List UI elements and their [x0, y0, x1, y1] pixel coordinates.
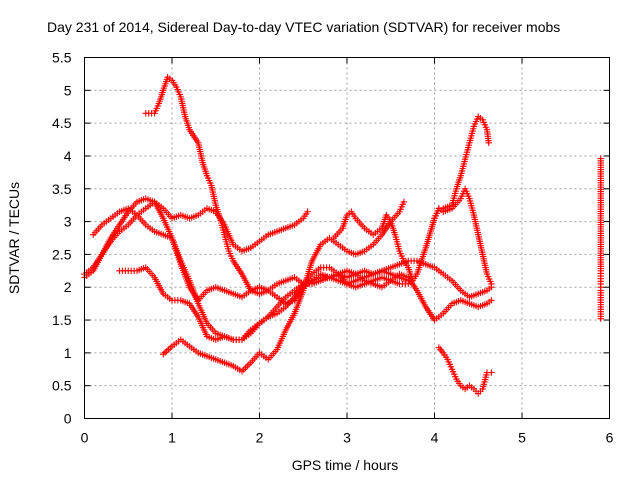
- y-tick-label: 1: [64, 345, 72, 361]
- y-tick-label: 3.5: [52, 181, 72, 197]
- y-tick-label: 2.5: [52, 246, 72, 262]
- y-tick-label: 3: [64, 214, 72, 230]
- y-axis-label: SDTVAR / TECUs: [6, 182, 22, 294]
- data-series: [81, 73, 604, 397]
- axis-ticks: [84, 57, 610, 419]
- x-tick-label: 1: [168, 430, 176, 446]
- y-tick-label: 1.5: [52, 312, 72, 328]
- x-tick-label: 3: [343, 430, 351, 446]
- series-track-6: [160, 198, 408, 375]
- y-tick-label: 5.5: [52, 50, 72, 66]
- series-track-4: [116, 264, 495, 343]
- x-axis-tick-labels: 0 1 2 3 4 5 6: [81, 430, 614, 446]
- y-tick-label: 4.5: [52, 115, 72, 131]
- y-tick-label: 2: [64, 279, 72, 295]
- x-tick-label: 0: [81, 430, 89, 446]
- series-track-9: [435, 344, 495, 397]
- data-point: [597, 315, 604, 322]
- chart-title: Day 231 of 2014, Sidereal Day-to-day VTE…: [47, 19, 560, 35]
- grid: [84, 57, 610, 419]
- series-end-points: [597, 155, 604, 322]
- x-tick-label: 6: [606, 430, 614, 446]
- y-axis-tick-labels: 0 0.5 1 1.5 2 2.5 3 3.5 4 4.5 5 5.5: [52, 50, 72, 427]
- data-point: [485, 139, 492, 147]
- data-point: [400, 198, 408, 206]
- data-point: [488, 297, 495, 304]
- series-track-8: [431, 185, 495, 288]
- y-tick-label: 4: [64, 148, 72, 164]
- data-point: [488, 280, 495, 288]
- x-tick-label: 2: [256, 430, 264, 446]
- series-track-2: [81, 198, 311, 281]
- series-track-5: [142, 73, 412, 297]
- x-axis-label: GPS time / hours: [292, 457, 399, 473]
- data-point: [488, 369, 495, 376]
- x-tick-label: 5: [518, 430, 526, 446]
- x-tick-label: 4: [431, 430, 439, 446]
- y-tick-label: 5: [64, 82, 72, 98]
- y-tick-label: 0: [64, 411, 72, 427]
- y-tick-label: 0.5: [52, 378, 72, 394]
- data-point: [304, 208, 311, 215]
